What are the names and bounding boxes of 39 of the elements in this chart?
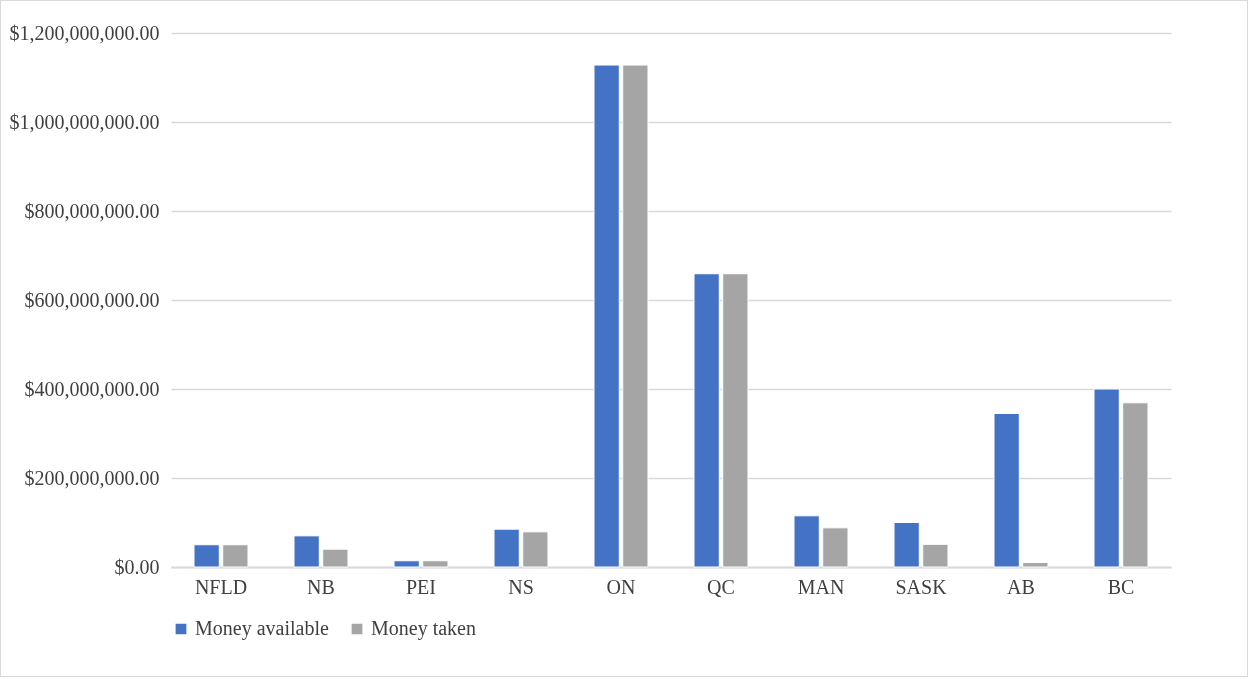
- bar: [222, 544, 249, 568]
- x-tick-label: AB: [1007, 575, 1035, 598]
- y-tick-label: $600,000,000.00: [24, 288, 160, 311]
- bar: [322, 548, 349, 568]
- bar: [1093, 388, 1120, 568]
- bar: [593, 64, 620, 568]
- bar: [422, 560, 449, 568]
- y-tick-label: $400,000,000.00: [24, 377, 160, 400]
- bar: [1122, 402, 1149, 568]
- x-tick-label: SASK: [895, 575, 948, 598]
- x-tick-label: BC: [1107, 575, 1135, 598]
- bar: [793, 515, 820, 568]
- legend-label: Money taken: [371, 617, 476, 640]
- bar: [293, 535, 320, 568]
- bar: [493, 528, 520, 568]
- y-tick-label: $800,000,000.00: [24, 199, 160, 222]
- bar: [1022, 562, 1049, 568]
- x-tick-label: QC: [707, 575, 735, 598]
- x-tick-label: MAN: [797, 575, 845, 598]
- bar: [693, 273, 720, 568]
- x-tick-label: ON: [606, 575, 636, 598]
- y-tick-label: $200,000,000.00: [24, 466, 160, 489]
- bar: [522, 531, 549, 568]
- x-tick-label: NB: [307, 575, 335, 598]
- bar: [822, 527, 849, 568]
- bar: [193, 544, 220, 568]
- x-tick-label: NS: [508, 575, 534, 598]
- x-tick-label: PEI: [406, 575, 436, 598]
- y-tick-label: $0.00: [114, 555, 160, 578]
- bar: [722, 273, 749, 568]
- bar: [393, 560, 420, 568]
- bar: [922, 543, 949, 568]
- legend-label: Money available: [195, 617, 329, 640]
- bar: [993, 412, 1020, 568]
- bar: [893, 522, 920, 568]
- x-tick-label: NFLD: [194, 575, 248, 598]
- bar: [622, 64, 649, 568]
- y-tick-label: $1,000,000,000.00: [9, 110, 160, 133]
- y-tick-label: $1,200,000,000.00: [9, 21, 160, 44]
